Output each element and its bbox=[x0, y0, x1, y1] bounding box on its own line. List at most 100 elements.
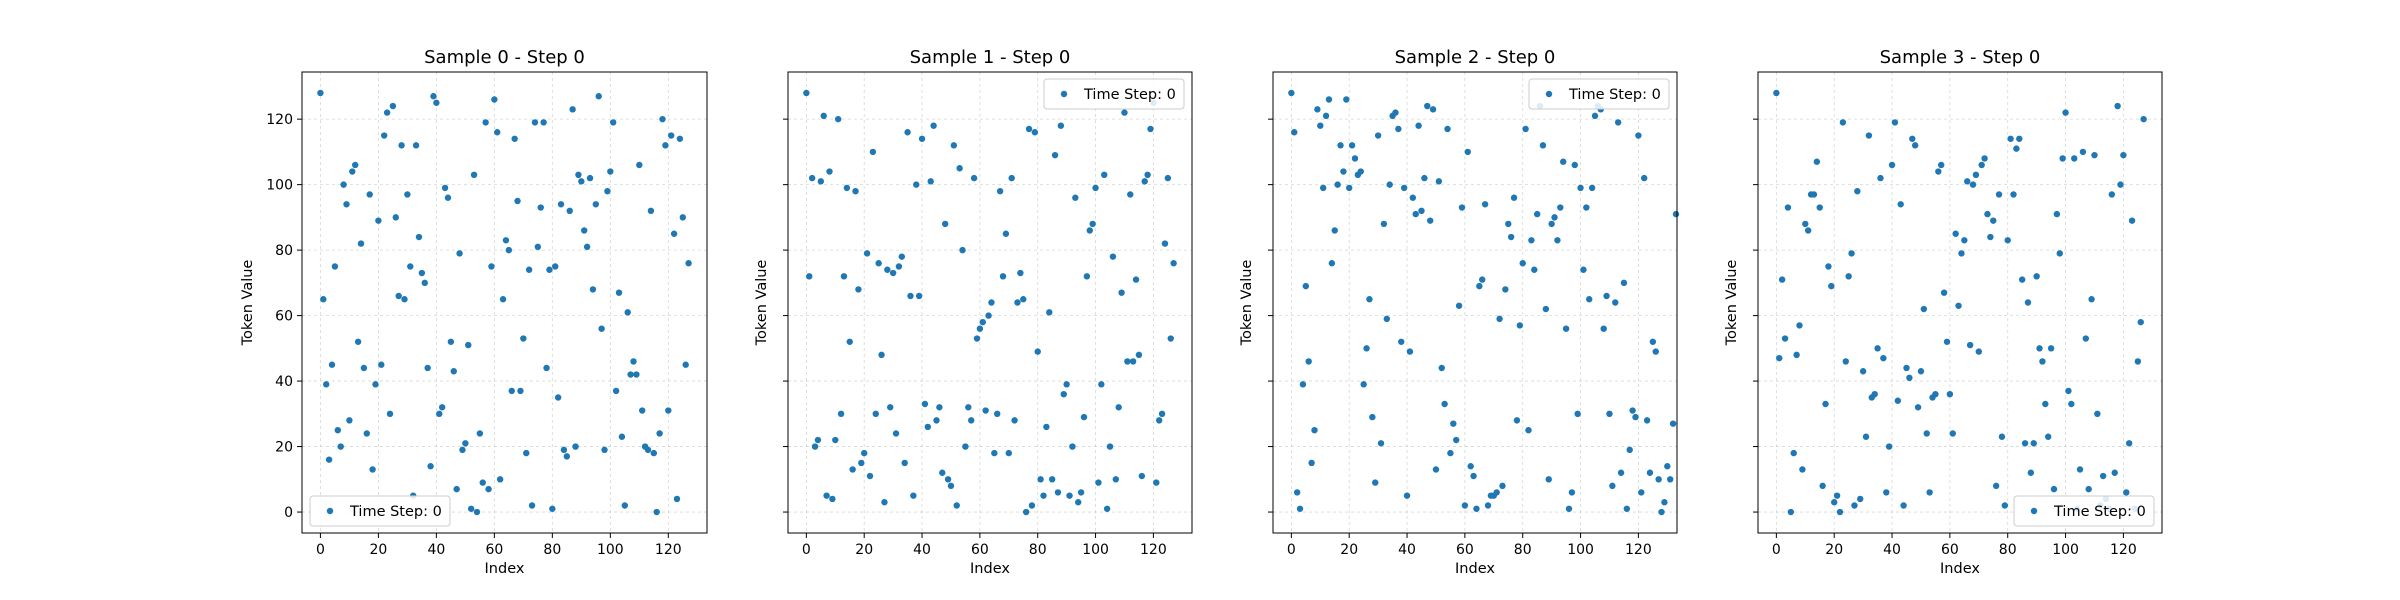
data-point bbox=[1612, 299, 1619, 306]
data-point bbox=[1450, 420, 1457, 427]
data-point bbox=[1020, 296, 1027, 303]
x-tick-label: 20 bbox=[369, 542, 387, 558]
data-point bbox=[607, 168, 614, 175]
data-point bbox=[1577, 184, 1584, 192]
data-point bbox=[832, 436, 839, 444]
data-point bbox=[1900, 502, 1907, 509]
data-point bbox=[1170, 260, 1177, 267]
x-tick-label: 20 bbox=[1825, 542, 1843, 558]
y-tick-label: 0 bbox=[284, 505, 293, 521]
data-point bbox=[2068, 400, 2075, 408]
data-point bbox=[1092, 184, 1099, 192]
legend-marker bbox=[2030, 507, 2038, 515]
data-point bbox=[1167, 335, 1174, 342]
data-point bbox=[1317, 122, 1324, 129]
data-point bbox=[820, 112, 827, 120]
y-tick-label: 60 bbox=[275, 309, 293, 325]
data-point bbox=[1845, 273, 1852, 280]
data-point bbox=[476, 430, 484, 437]
x-tick-label: 80 bbox=[1029, 542, 1047, 558]
data-point bbox=[1467, 463, 1474, 470]
data-point bbox=[543, 364, 550, 372]
data-point bbox=[1591, 112, 1599, 120]
data-point bbox=[878, 351, 885, 359]
data-point bbox=[1565, 505, 1573, 512]
data-point bbox=[1048, 476, 1056, 483]
data-point bbox=[1101, 171, 1108, 179]
data-point bbox=[1432, 466, 1440, 473]
data-point bbox=[1542, 305, 1550, 313]
data-point bbox=[1551, 214, 1558, 221]
data-point bbox=[456, 250, 463, 257]
data-point bbox=[2071, 155, 2078, 162]
data-point bbox=[1880, 354, 1887, 362]
data-point bbox=[1990, 217, 1997, 224]
data-point bbox=[1293, 489, 1301, 496]
data-point bbox=[670, 230, 678, 237]
data-point bbox=[586, 174, 594, 182]
data-point bbox=[988, 299, 995, 306]
data-point bbox=[2021, 440, 2029, 447]
subplot-2: 0 20 40 60 80 100 120 Sample 2 - Step 0 Index Tok… bbox=[1239, 47, 1680, 577]
data-point bbox=[1346, 184, 1353, 192]
legend-marker bbox=[1545, 90, 1553, 98]
data-point bbox=[1513, 417, 1521, 424]
legend-box bbox=[2013, 495, 2155, 527]
data-point bbox=[1022, 508, 1030, 516]
data-point bbox=[540, 119, 547, 126]
data-point bbox=[511, 135, 518, 142]
data-point bbox=[1603, 292, 1610, 300]
data-point bbox=[1441, 400, 1448, 408]
data-point bbox=[1072, 194, 1079, 201]
legend: Time Step: 0 bbox=[1043, 78, 1185, 110]
data-point bbox=[1995, 191, 2003, 198]
data-point bbox=[1606, 410, 1613, 418]
data-point bbox=[959, 246, 966, 254]
data-point bbox=[1392, 109, 1399, 116]
data-point bbox=[389, 102, 397, 110]
grid bbox=[788, 72, 1192, 533]
x-tick-label: 100 bbox=[597, 542, 624, 558]
data-point bbox=[1366, 296, 1373, 303]
data-point bbox=[2018, 276, 2026, 283]
legend-label: Time Step: 0 bbox=[2053, 504, 2146, 520]
data-point bbox=[1672, 210, 1680, 218]
data-point bbox=[1655, 476, 1662, 483]
data-point bbox=[2099, 472, 2107, 480]
data-point bbox=[1891, 119, 1899, 126]
data-point bbox=[1109, 253, 1117, 260]
data-point bbox=[528, 502, 536, 509]
data-point bbox=[633, 371, 640, 378]
data-point bbox=[2076, 466, 2084, 473]
x-tick-label: 20 bbox=[1340, 542, 1358, 558]
data-point bbox=[1328, 260, 1336, 267]
data-point bbox=[427, 463, 434, 470]
data-point bbox=[1992, 482, 2000, 490]
data-point bbox=[378, 361, 385, 368]
data-point bbox=[817, 178, 825, 185]
data-point bbox=[354, 338, 362, 345]
data-point bbox=[407, 263, 414, 270]
data-point bbox=[2079, 148, 2087, 156]
data-point bbox=[1531, 266, 1538, 273]
data-point bbox=[1086, 227, 1093, 234]
data-point bbox=[1395, 125, 1402, 133]
data-point bbox=[546, 266, 553, 273]
data-point bbox=[1652, 348, 1659, 355]
data-point bbox=[1626, 446, 1633, 454]
data-point bbox=[1773, 89, 1780, 97]
data-point bbox=[866, 472, 874, 480]
data-point bbox=[375, 217, 382, 224]
data-point bbox=[2140, 115, 2147, 123]
data-point bbox=[1496, 315, 1503, 323]
data-point bbox=[1403, 492, 1411, 499]
data-point bbox=[1406, 348, 1414, 355]
data-point bbox=[1369, 413, 1376, 421]
data-point bbox=[962, 443, 969, 450]
data-point bbox=[1862, 433, 1870, 440]
data-point bbox=[1859, 368, 1867, 375]
data-point bbox=[1920, 305, 1928, 313]
x-tick-label: 80 bbox=[543, 542, 561, 558]
data-point bbox=[366, 191, 373, 198]
